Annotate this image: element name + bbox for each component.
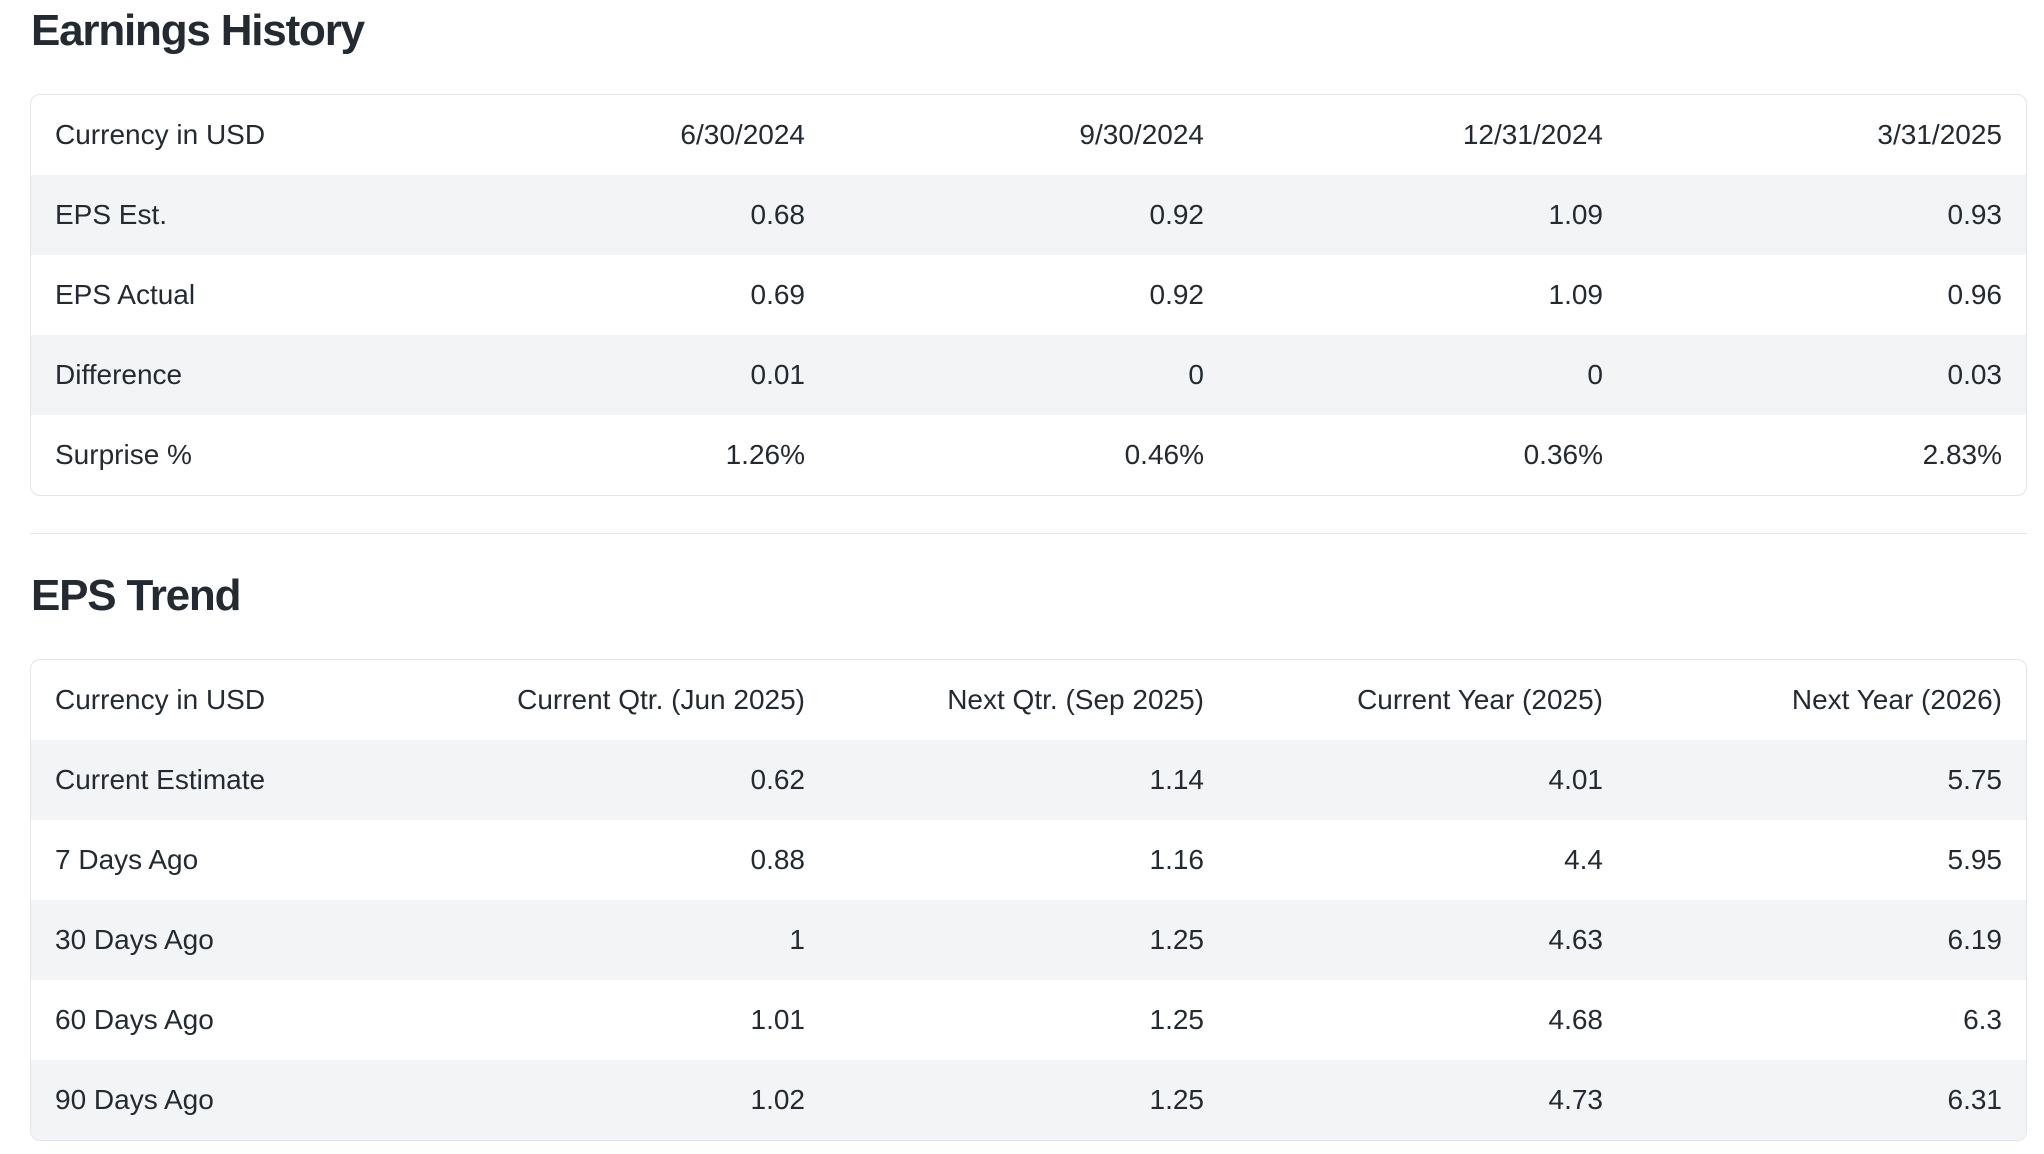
cell-value: 0.92 [1149,279,1205,310]
table-row: EPS Actual 0.69 0.92 1.09 0.96 [31,255,2026,335]
cell-value: 5.75 [1947,764,2003,795]
cell-value: 0.46% [1124,439,1204,470]
cell-value: 0.03 [1947,359,2003,390]
cell-value: 0.88 [750,844,806,875]
row-label: EPS Est. [55,199,168,230]
table-row: Surprise % 1.26% 0.46% 0.36% 2.83% [31,415,2026,495]
cell-value: 1.25 [1149,1084,1205,1115]
cell-value: 1.09 [1548,279,1604,310]
table-row: EPS Est. 0.68 0.92 1.09 0.93 [31,175,2026,255]
data-table: Currency in USD Current Qtr. (Jun 2025) Ne… [31,660,2026,1140]
table-row: Current Estimate 0.62 1.14 4.01 5.75 [31,740,2026,820]
analysis-section: Earnings History Currency in USD 6/30/202… [30,8,2027,496]
row-label: 30 Days Ago [55,924,214,955]
cell-value: 0.01 [750,359,806,390]
column-header: 6/30/2024 [680,119,805,150]
column-header: 9/30/2024 [1079,119,1204,150]
cell-value: 0.62 [750,764,806,795]
cell-value: 0.93 [1947,199,2003,230]
column-header: Next Year (2026) [1791,684,2002,715]
table-row: Difference 0.01 0 0 0.03 [31,335,2026,415]
cell-value: 0.69 [750,279,806,310]
cell-value: 6.3 [1963,1004,2002,1035]
cell-value: 1.16 [1149,844,1205,875]
cell-value: 4.4 [1564,844,1603,875]
table-card: Currency in USD Current Qtr. (Jun 2025) Ne… [30,659,2027,1141]
cell-value: 2.83% [1922,439,2002,470]
cell-value: 0.92 [1149,199,1205,230]
row-label: EPS Actual [55,279,196,310]
cell-value: 1.26% [725,439,805,470]
currency-note: Currency in USD [55,684,266,715]
section-divider [30,533,2027,534]
column-header: Current Year (2025) [1357,684,1603,715]
currency-note: Currency in USD [55,119,266,150]
data-table: Currency in USD 6/30/2024 9/30/2024 12/31/2… [31,95,2026,495]
cell-value: 1.25 [1149,1004,1205,1035]
column-header: 3/31/2025 [1877,119,2002,150]
row-label: 90 Days Ago [55,1084,214,1115]
table-header-row: Currency in USD Current Qtr. (Jun 2025) Ne… [31,660,2026,740]
cell-value: 1.09 [1548,199,1604,230]
section-title: EPS Trend [31,571,241,620]
table-header-row: Currency in USD 6/30/2024 9/30/2024 12/31/2… [31,95,2026,175]
cell-value: 6.19 [1947,924,2003,955]
table-row: 30 Days Ago 1 1.25 4.63 6.19 [31,900,2026,980]
cell-value: 4.73 [1548,1084,1604,1115]
cell-value: 0.36% [1523,439,1603,470]
section-title: Earnings History [31,6,365,55]
row-label: Difference [55,359,183,390]
column-header: 12/31/2024 [1462,119,1603,150]
table-row: 60 Days Ago 1.01 1.25 4.68 6.3 [31,980,2026,1060]
cell-value: 1 [789,924,805,955]
table-row: 90 Days Ago 1.02 1.25 4.73 6.31 [31,1060,2026,1140]
table-card: Currency in USD 6/30/2024 9/30/2024 12/31/2… [30,94,2027,496]
cell-value: 4.68 [1548,1004,1604,1035]
row-label: Surprise % [55,439,192,470]
cell-value: 0 [1587,359,1603,390]
cell-value: 6.31 [1947,1084,2003,1115]
cell-value: 5.95 [1947,844,2003,875]
cell-value: 0.68 [750,199,806,230]
column-header: Next Qtr. (Sep 2025) [947,684,1204,715]
cell-value: 0.96 [1947,279,2003,310]
cell-value: 1.02 [750,1084,806,1115]
row-label: 60 Days Ago [55,1004,214,1035]
cell-value: 1.14 [1149,764,1205,795]
cell-value: 1.01 [750,1004,806,1035]
cell-value: 0 [1188,359,1204,390]
row-label: 7 Days Ago [55,844,199,875]
column-header: Current Qtr. (Jun 2025) [517,684,805,715]
cell-value: 4.01 [1548,764,1604,795]
table-row: 7 Days Ago 0.88 1.16 4.4 5.95 [31,820,2026,900]
analysis-section: EPS Trend Currency in USD Current Qtr. (J… [30,573,2027,1141]
cell-value: 1.25 [1149,924,1205,955]
row-label: Current Estimate [55,764,266,795]
cell-value: 4.63 [1548,924,1604,955]
